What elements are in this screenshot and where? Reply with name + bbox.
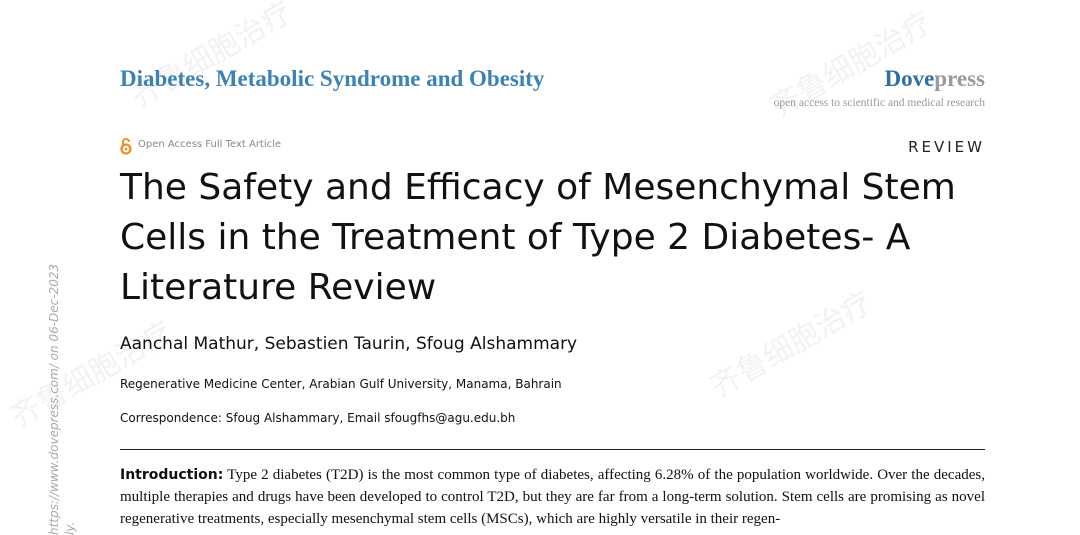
article-type: REVIEW (908, 138, 985, 156)
abstract: Introduction: Type 2 diabetes (T2D) is t… (120, 464, 985, 530)
sidebar-tail: ly. (63, 521, 77, 535)
open-access-icon (120, 138, 132, 155)
article-title: The Safety and Efficacy of Mesenchymal S… (120, 167, 956, 308)
publisher: Dovepress (884, 66, 985, 92)
access-label: Open Access Full Text Article (138, 139, 282, 150)
correspondence: Correspondence: Sfoug Alshammary, Email … (120, 411, 516, 425)
publisher-a: Dove (884, 66, 935, 91)
divider (120, 449, 985, 450)
publisher-b: press (934, 66, 985, 91)
watermark: 齐鲁细胞治疗 (125, 0, 299, 116)
tagline: open access to scientific and medical re… (773, 97, 985, 109)
journal-title: Diabetes, Metabolic Syndrome and Obesity (120, 66, 545, 91)
abstract-text: Type 2 diabetes (T2D) is the most common… (120, 467, 985, 527)
abstract-heading: Introduction: (120, 467, 224, 483)
affiliation: Regenerative Medicine Center, Arabian Gu… (120, 377, 562, 391)
download-note: https://www.dovepress.com/ on 06-Dec-202… (47, 263, 61, 535)
authors: Aanchal Mathur, Sebastien Taurin, Sfoug … (120, 334, 578, 354)
